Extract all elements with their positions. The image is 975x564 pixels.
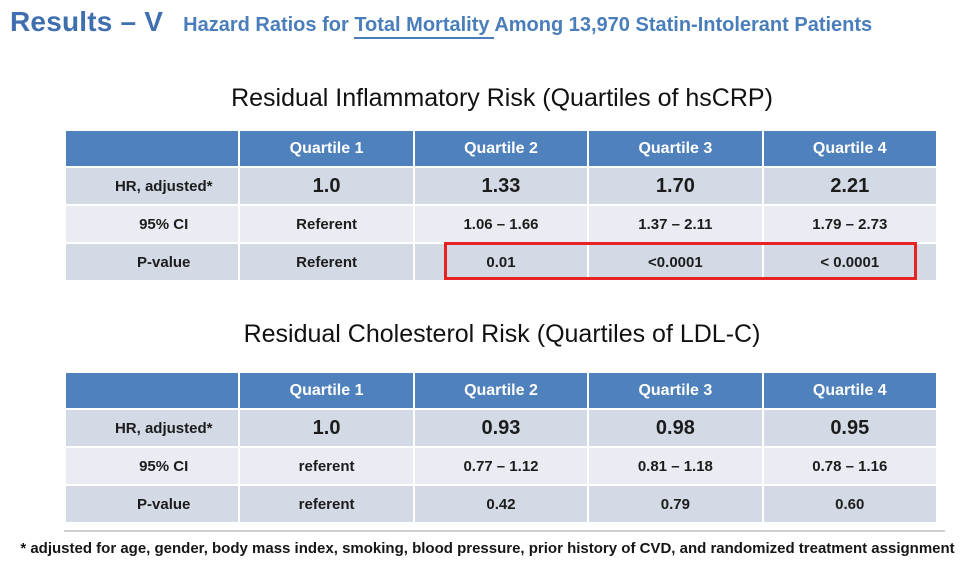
footnote: * adjusted for age, gender, body mass in… <box>20 540 955 557</box>
inflammatory-risk-table: Quartile 1 Quartile 2 Quartile 3 Quartil… <box>64 129 938 282</box>
table-cell: Referent <box>240 244 413 280</box>
row-label: HR, adjusted* <box>66 168 239 204</box>
table-cell: 1.79 – 2.73 <box>763 206 936 242</box>
table-cell: 0.60 <box>763 486 936 522</box>
table-row: 95% CI referent 0.77 – 1.12 0.81 – 1.18 … <box>66 448 936 484</box>
table-cell: 0.77 – 1.12 <box>414 448 588 484</box>
table-cell: 0.98 <box>589 410 762 446</box>
table-cell: 0.93 <box>414 410 588 446</box>
table-header-row: Quartile 1 Quartile 2 Quartile 3 Quartil… <box>66 373 936 408</box>
table-row: HR, adjusted* 1.0 0.93 0.98 0.95 <box>66 410 936 446</box>
header-cell-empty <box>66 131 239 166</box>
table-1-title: Residual Inflammatory Risk (Quartiles of… <box>231 84 773 112</box>
table-header-row: Quartile 1 Quartile 2 Quartile 3 Quartil… <box>66 131 936 166</box>
cholesterol-risk-table: Quartile 1 Quartile 2 Quartile 3 Quartil… <box>64 371 938 524</box>
header-cell-quartile-1: Quartile 1 <box>240 373 413 408</box>
table-cell: 1.0 <box>240 168 413 204</box>
table-cell: 1.37 – 2.11 <box>589 206 762 242</box>
table-cell: referent <box>240 486 413 522</box>
header-cell-quartile-3: Quartile 3 <box>589 131 762 166</box>
row-label: 95% CI <box>66 448 239 484</box>
table-2-title: Residual Cholesterol Risk (Quartiles of … <box>243 320 761 348</box>
slide-header: Results – V Hazard Ratios for Total Mort… <box>10 6 971 39</box>
slide-title: Results – V <box>10 6 164 37</box>
table-cell: 0.01 <box>414 244 588 280</box>
row-label: P-value <box>66 486 239 522</box>
subtitle-suffix: Among 13,970 Statin-Intolerant Patients <box>494 14 873 36</box>
header-cell-quartile-4: Quartile 4 <box>763 373 936 408</box>
row-label: HR, adjusted* <box>66 410 239 446</box>
table-cell: 0.81 – 1.18 <box>589 448 762 484</box>
header-cell-quartile-2: Quartile 2 <box>414 373 588 408</box>
table-cell: 1.06 – 1.66 <box>414 206 588 242</box>
header-cell-quartile-4: Quartile 4 <box>763 131 936 166</box>
table-row: P-value Referent 0.01 <0.0001 < 0.0001 <box>66 244 936 280</box>
table-cell: Referent <box>240 206 413 242</box>
table-row: 95% CI Referent 1.06 – 1.66 1.37 – 2.11 … <box>66 206 936 242</box>
table-cell: 2.21 <box>763 168 936 204</box>
table-cell: 1.33 <box>414 168 588 204</box>
header-cell-quartile-1: Quartile 1 <box>240 131 413 166</box>
table-row: P-value referent 0.42 0.79 0.60 <box>66 486 936 522</box>
subtitle-prefix: Hazard Ratios for <box>183 14 355 36</box>
subtitle-underlined-text: Total Mortality <box>354 14 495 39</box>
table-cell: 0.42 <box>414 486 588 522</box>
table-cell: 1.70 <box>589 168 762 204</box>
table-cell: 1.0 <box>240 410 413 446</box>
table-cell: < 0.0001 <box>763 244 936 280</box>
table-cell: 0.78 – 1.16 <box>763 448 936 484</box>
table-cell: <0.0001 <box>589 244 762 280</box>
header-cell-quartile-2: Quartile 2 <box>414 131 588 166</box>
divider-line <box>64 530 945 532</box>
table-cell: 0.79 <box>589 486 762 522</box>
table-cell: referent <box>240 448 413 484</box>
row-label: P-value <box>66 244 239 280</box>
table-row: HR, adjusted* 1.0 1.33 1.70 2.21 <box>66 168 936 204</box>
table-cell: 0.95 <box>763 410 936 446</box>
header-cell-empty <box>66 373 239 408</box>
slide-subtitle: Hazard Ratios for Total Mortality Among … <box>183 14 873 39</box>
header-cell-quartile-3: Quartile 3 <box>589 373 762 408</box>
row-label: 95% CI <box>66 206 239 242</box>
